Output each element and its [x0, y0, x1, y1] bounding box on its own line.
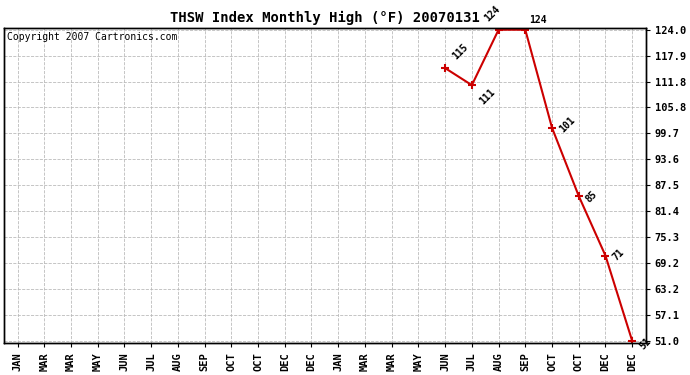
Title: THSW Index Monthly High (°F) 20070131: THSW Index Monthly High (°F) 20070131 — [170, 11, 480, 25]
Text: 124: 124 — [482, 4, 502, 23]
Text: 51: 51 — [638, 336, 653, 352]
Text: 124: 124 — [529, 15, 547, 26]
Text: 111: 111 — [477, 87, 497, 106]
Text: 115: 115 — [451, 42, 470, 62]
Text: 71: 71 — [611, 247, 627, 262]
Text: 85: 85 — [584, 189, 600, 204]
Text: 101: 101 — [558, 115, 577, 134]
Text: Copyright 2007 Cartronics.com: Copyright 2007 Cartronics.com — [8, 32, 178, 42]
